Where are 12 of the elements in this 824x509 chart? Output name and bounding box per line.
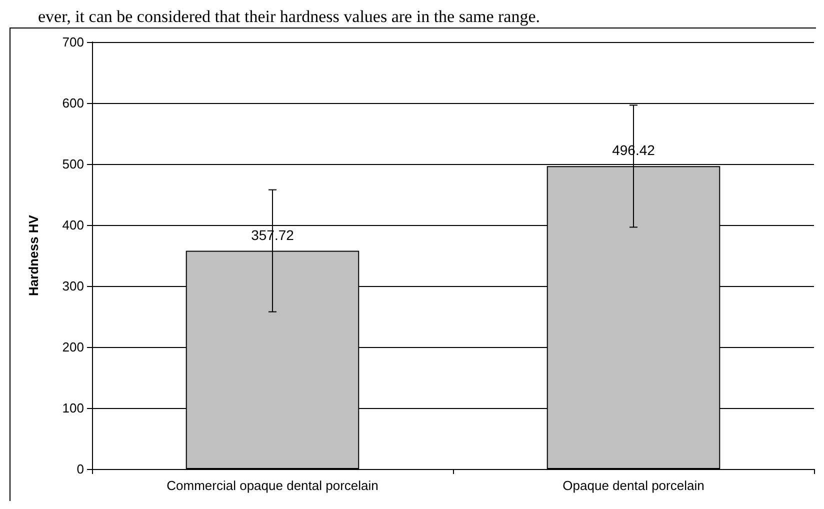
y-tick-label: 200 — [62, 340, 84, 354]
y-tick-label: 100 — [62, 400, 84, 416]
y-tick-label: 600 — [62, 96, 84, 110]
y-tick-label: 300 — [62, 278, 84, 294]
y-tick-label: 400 — [62, 218, 84, 232]
x-tick-label: Commercial opaque dental porcelain — [166, 478, 378, 493]
text: ever, it can be considered that their hardness values are in the same range. — [38, 7, 540, 26]
y-tick-label: 0 — [76, 462, 84, 476]
y-tick-label: 700 — [62, 34, 84, 50]
x-tick-label: Opaque dental porcelain — [562, 478, 704, 493]
y-axis-title: Hardness HV — [26, 214, 41, 296]
y-tick-label: 500 — [62, 156, 84, 172]
